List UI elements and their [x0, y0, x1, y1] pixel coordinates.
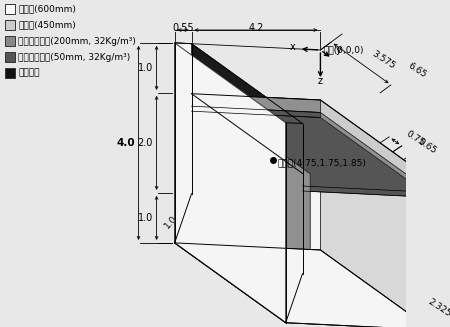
Text: 点音源(4.75,1.75,1.85): 点音源(4.75,1.75,1.85) [278, 159, 366, 168]
Text: 0.55: 0.55 [172, 23, 194, 33]
Bar [4, 20, 15, 30]
Polygon shape [175, 194, 302, 323]
Polygon shape [175, 243, 432, 327]
Text: x: x [289, 42, 295, 52]
Text: z: z [318, 76, 323, 86]
Text: グラスウール(200mm, 32Kg/m³): グラスウール(200mm, 32Kg/m³) [18, 37, 136, 45]
Text: 6.65: 6.65 [407, 60, 428, 79]
Bar [4, 52, 15, 62]
Text: 1.0: 1.0 [180, 225, 196, 242]
Polygon shape [175, 43, 286, 323]
Polygon shape [192, 94, 320, 112]
Text: 2.325: 2.325 [427, 297, 450, 318]
Polygon shape [192, 106, 320, 117]
Text: 吸音楔(450mm): 吸音楔(450mm) [18, 21, 76, 29]
Polygon shape [192, 44, 302, 174]
Text: 2.0: 2.0 [138, 138, 153, 148]
Text: 0.65: 0.65 [416, 138, 438, 156]
Polygon shape [192, 94, 199, 194]
Polygon shape [175, 43, 192, 243]
Polygon shape [175, 243, 432, 327]
Text: 原点(0,0,0): 原点(0,0,0) [323, 45, 364, 54]
Text: 4.0: 4.0 [116, 138, 135, 148]
Bar [4, 68, 15, 78]
Text: 0.75: 0.75 [405, 129, 426, 148]
Bar [4, 4, 15, 14]
Polygon shape [192, 94, 432, 180]
Text: 1.0: 1.0 [162, 214, 179, 231]
Text: 1.0: 1.0 [138, 63, 153, 73]
Text: 吸音楔(600mm): 吸音楔(600mm) [18, 5, 76, 13]
Polygon shape [192, 194, 310, 274]
Polygon shape [286, 123, 302, 323]
Text: 3.575: 3.575 [370, 49, 397, 70]
Text: 1.0: 1.0 [138, 213, 153, 223]
Polygon shape [192, 106, 432, 192]
Polygon shape [302, 174, 432, 327]
Polygon shape [199, 94, 310, 274]
Text: 吸音なし: 吸音なし [18, 68, 40, 77]
Text: グラスウール(50mm, 32Kg/m³): グラスウール(50mm, 32Kg/m³) [18, 53, 130, 61]
Text: 4.2: 4.2 [248, 23, 264, 33]
Bar [4, 36, 15, 46]
Polygon shape [286, 123, 302, 323]
Polygon shape [175, 43, 302, 124]
Polygon shape [192, 111, 432, 197]
Text: y: y [336, 45, 342, 55]
Polygon shape [175, 43, 286, 323]
Polygon shape [320, 100, 432, 327]
